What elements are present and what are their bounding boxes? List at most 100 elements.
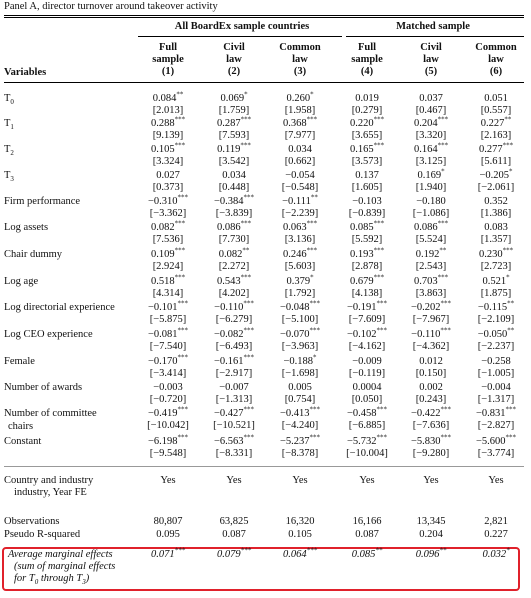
column-header-line: law [226, 54, 242, 65]
tstat-cell: [5.611] [480, 156, 512, 167]
body-rule [4, 466, 524, 467]
tstat-cell: [3.863] [415, 288, 447, 299]
tstat-cell: [1.940] [415, 182, 447, 193]
coef-cell: −0.003 [153, 382, 183, 393]
ame-cell: 0.064*** [282, 546, 318, 560]
coef-cell: −0.258 [481, 356, 511, 367]
tstat-cell: [4.314] [152, 288, 184, 299]
tstat-cell: [−2.827] [477, 420, 515, 431]
column-header-line: (5) [424, 66, 438, 77]
column-header-line: Common [279, 42, 321, 53]
coef-cell: 0.063*** [282, 219, 318, 233]
coef-cell: −0.082*** [213, 326, 255, 340]
column-header-line: sample [351, 54, 383, 65]
tstat-cell: [2.272] [218, 261, 250, 272]
tstat-cell: [−8.331] [215, 448, 253, 459]
tstat-cell: [−0.119] [348, 368, 386, 379]
coef-cell: 0.084** [152, 90, 184, 104]
tstat-cell: [−7.967] [412, 314, 450, 325]
coef-cell: −0.310*** [147, 193, 189, 207]
tstat-cell: [−8.378] [281, 448, 319, 459]
tstat-cell: [3.136] [284, 234, 316, 245]
observations-cell: 16,166 [352, 516, 382, 527]
tstat-cell: [−10.042] [147, 420, 189, 431]
coef-cell: 0.012 [419, 356, 443, 367]
coef-cell: −0.111** [282, 193, 318, 207]
coef-cell: 0.019 [355, 93, 379, 104]
row-label: Log CEO experience [4, 329, 93, 340]
tstat-cell: [1.792] [284, 288, 316, 299]
tstat-cell: [7.536] [152, 234, 184, 245]
tstat-cell: [−5.100] [281, 314, 319, 325]
coef-cell: 0.521* [482, 273, 510, 287]
coef-cell: 0.543*** [216, 273, 252, 287]
column-header-line: Civil [420, 42, 442, 53]
coef-cell: −0.115** [477, 299, 515, 313]
coef-cell: 0.005 [288, 382, 312, 393]
coef-cell: 0.027 [156, 170, 180, 181]
row-label: T0 [4, 93, 14, 107]
tstat-cell: [−6.279] [215, 314, 253, 325]
tstat-cell: [−1.313] [215, 394, 253, 405]
tstat-cell: [1.386] [480, 208, 512, 219]
tstat-cell: [7.730] [218, 234, 250, 245]
column-header-line: law [423, 54, 439, 65]
tstat-cell: [−1.317] [477, 394, 515, 405]
fe-cell: Yes [488, 475, 504, 486]
column-header-line: law [292, 54, 308, 65]
column-header-line: (3) [293, 66, 307, 77]
coef-cell: −0.050** [477, 326, 515, 340]
coef-cell: −0.191*** [346, 299, 388, 313]
tstat-cell: [−7.609] [348, 314, 386, 325]
tstat-cell: [7.977] [284, 130, 316, 141]
tstat-cell: [2.163] [480, 130, 512, 141]
tstat-cell: [−9.280] [412, 448, 450, 459]
tstat-cell: [−1.086] [412, 208, 450, 219]
coef-cell: 0.169* [417, 167, 445, 181]
tstat-cell: [−3.963] [281, 341, 319, 352]
coef-cell: −0.102*** [346, 326, 388, 340]
tstat-cell: [−3.774] [477, 448, 515, 459]
fe-label: Country and industry [4, 475, 94, 486]
tstat-cell: [7.593] [218, 130, 250, 141]
tstat-cell: [−6.493] [215, 341, 253, 352]
column-header: Common law (3) [266, 42, 334, 78]
coef-cell: −5.237*** [279, 433, 321, 447]
tstat-cell: [0.754] [284, 394, 316, 405]
coef-cell: 0.679*** [349, 273, 385, 287]
tstat-cell: [−9.548] [149, 448, 187, 459]
coef-cell: −0.422*** [410, 405, 452, 419]
tstat-cell: [2.878] [351, 261, 383, 272]
panel-title: Panel A, director turnover around takeov… [4, 1, 218, 12]
coef-cell: −0.101*** [147, 299, 189, 313]
coef-cell: −0.110*** [214, 299, 254, 313]
ame-cell: 0.032* [482, 546, 510, 560]
coef-cell: −0.110*** [411, 326, 451, 340]
column-header-line: (2) [227, 66, 241, 77]
coef-cell: 0.085*** [349, 219, 385, 233]
coef-cell: 0.204*** [413, 115, 449, 129]
row-label: Firm performance [4, 196, 81, 207]
tstat-cell: [1.875] [480, 288, 512, 299]
fe-label-2: industry, Year FE [14, 487, 87, 498]
column-header-line: (4) [360, 66, 374, 77]
coef-cell: 0.288*** [150, 115, 186, 129]
coef-cell: −0.413*** [279, 405, 321, 419]
column-header-line: Common [475, 42, 517, 53]
column-header: Civil law (5) [397, 42, 465, 78]
fe-cell: Yes [160, 475, 176, 486]
group-header-matched: Matched sample [396, 21, 470, 32]
coef-cell: −0.202*** [410, 299, 452, 313]
column-header: Civil law (2) [200, 42, 268, 78]
r2-cell: 0.227 [484, 529, 508, 540]
coef-cell: 0.192** [415, 246, 447, 260]
column-header-line: Full [158, 42, 178, 53]
tstat-cell: [−10.521] [213, 420, 255, 431]
group-header-boardex: All BoardEx sample countries [174, 21, 310, 32]
row-label: T3 [4, 170, 14, 184]
row-label: T2 [4, 144, 14, 158]
coef-cell: 0.277*** [478, 141, 514, 155]
coef-cell: 0.227** [480, 115, 512, 129]
tstat-cell: [−0.548] [281, 182, 319, 193]
coef-cell: −0.161*** [213, 353, 255, 367]
